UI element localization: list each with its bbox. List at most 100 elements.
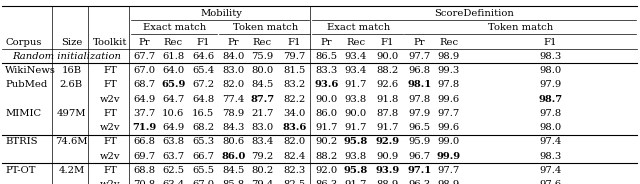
Text: 91.8: 91.8	[376, 95, 398, 104]
Text: 64.8: 64.8	[192, 95, 214, 104]
Text: ScoreDefinition: ScoreDefinition	[435, 9, 515, 18]
Text: 61.8: 61.8	[162, 52, 184, 61]
Text: 4.2M: 4.2M	[58, 166, 84, 175]
Text: 95.9: 95.9	[408, 137, 430, 146]
Text: 97.6: 97.6	[539, 180, 561, 184]
Text: FT: FT	[103, 166, 117, 175]
Text: 64.9: 64.9	[162, 123, 184, 132]
Text: 64.0: 64.0	[162, 66, 184, 75]
Text: 99.6: 99.6	[438, 123, 460, 132]
Text: 98.0: 98.0	[539, 123, 561, 132]
Text: 37.7: 37.7	[134, 109, 156, 118]
Text: F1: F1	[543, 38, 557, 47]
Text: 93.4: 93.4	[344, 52, 367, 61]
Text: 10.6: 10.6	[162, 109, 184, 118]
Text: 65.5: 65.5	[192, 166, 214, 175]
Text: 86.0: 86.0	[316, 109, 338, 118]
Text: 99.6: 99.6	[438, 95, 460, 104]
Text: 66.8: 66.8	[134, 137, 156, 146]
Text: 68.8: 68.8	[134, 166, 156, 175]
Text: Size: Size	[61, 38, 82, 47]
Text: 96.3: 96.3	[408, 180, 430, 184]
Text: 82.4: 82.4	[284, 152, 305, 161]
Text: 97.7: 97.7	[438, 109, 460, 118]
Text: 83.3: 83.3	[316, 66, 338, 75]
Text: 97.4: 97.4	[539, 166, 561, 175]
Text: 86.5: 86.5	[316, 52, 338, 61]
Text: 90.0: 90.0	[316, 95, 338, 104]
Text: 88.2: 88.2	[316, 152, 338, 161]
Text: 98.9: 98.9	[438, 180, 460, 184]
Text: 497M: 497M	[56, 109, 86, 118]
Text: 98.0: 98.0	[539, 66, 561, 75]
Text: 84.3: 84.3	[222, 123, 244, 132]
Text: 63.8: 63.8	[162, 137, 184, 146]
Text: 96.7: 96.7	[408, 152, 430, 161]
Text: 98.3: 98.3	[539, 52, 561, 61]
Text: 93.4: 93.4	[344, 66, 367, 75]
Text: Token match: Token match	[233, 23, 298, 32]
Text: 67.0: 67.0	[134, 66, 156, 75]
Text: w2v: w2v	[100, 95, 120, 104]
Text: 77.4: 77.4	[222, 95, 244, 104]
Text: 90.2: 90.2	[316, 137, 338, 146]
Text: FT: FT	[103, 109, 117, 118]
Text: w2v: w2v	[100, 152, 120, 161]
Text: 90.9: 90.9	[376, 152, 398, 161]
Text: 97.8: 97.8	[408, 95, 430, 104]
Text: 86.3: 86.3	[316, 180, 338, 184]
Text: 97.8: 97.8	[539, 109, 561, 118]
Text: 99.0: 99.0	[438, 137, 460, 146]
Text: 2.6B: 2.6B	[60, 80, 83, 89]
Text: 63.4: 63.4	[162, 180, 184, 184]
Text: 64.6: 64.6	[192, 52, 214, 61]
Text: 99.9: 99.9	[436, 152, 461, 161]
Text: 98.7: 98.7	[538, 95, 562, 104]
Text: 91.7: 91.7	[316, 123, 338, 132]
Text: 88.9: 88.9	[376, 180, 398, 184]
Text: FT: FT	[103, 66, 117, 75]
Text: 83.2: 83.2	[284, 80, 305, 89]
Text: 82.5: 82.5	[284, 180, 305, 184]
Text: PT-OT: PT-OT	[5, 166, 36, 175]
Text: 98.1: 98.1	[407, 80, 431, 89]
Text: 82.2: 82.2	[284, 95, 305, 104]
Text: 83.6: 83.6	[282, 123, 307, 132]
Text: 78.9: 78.9	[222, 109, 244, 118]
Text: 96.5: 96.5	[408, 123, 430, 132]
Text: FT: FT	[103, 80, 117, 89]
Text: 91.7: 91.7	[376, 123, 398, 132]
Text: 99.3: 99.3	[438, 66, 460, 75]
Text: FT: FT	[103, 137, 117, 146]
Text: 67.2: 67.2	[192, 80, 214, 89]
Text: 87.8: 87.8	[376, 109, 398, 118]
Text: 69.7: 69.7	[134, 152, 156, 161]
Text: 71.9: 71.9	[132, 123, 157, 132]
Text: 62.5: 62.5	[162, 166, 184, 175]
Text: 21.7: 21.7	[251, 109, 273, 118]
Text: 95.8: 95.8	[344, 166, 367, 175]
Text: Rec: Rec	[439, 38, 458, 47]
Text: 68.2: 68.2	[192, 123, 214, 132]
Text: 80.0: 80.0	[251, 66, 273, 75]
Text: 84.5: 84.5	[251, 80, 273, 89]
Text: Corpus: Corpus	[5, 38, 42, 47]
Text: 85.8: 85.8	[222, 180, 244, 184]
Text: 82.0: 82.0	[284, 137, 305, 146]
Text: Rec: Rec	[164, 38, 182, 47]
Text: MIMIC: MIMIC	[5, 109, 41, 118]
Text: Pr: Pr	[139, 38, 150, 47]
Text: 16B: 16B	[61, 66, 81, 75]
Text: w2v: w2v	[100, 180, 120, 184]
Text: 97.1: 97.1	[407, 166, 431, 175]
Text: 74.6M: 74.6M	[55, 137, 88, 146]
Text: Pr: Pr	[227, 38, 239, 47]
Text: 97.9: 97.9	[408, 109, 430, 118]
Text: 83.4: 83.4	[251, 137, 273, 146]
Text: 66.7: 66.7	[192, 152, 214, 161]
Text: 79.4: 79.4	[251, 180, 273, 184]
Text: 84.5: 84.5	[222, 166, 244, 175]
Text: WikiNews: WikiNews	[5, 66, 56, 75]
Text: 79.2: 79.2	[251, 152, 273, 161]
Text: Random initialization: Random initialization	[12, 52, 121, 61]
